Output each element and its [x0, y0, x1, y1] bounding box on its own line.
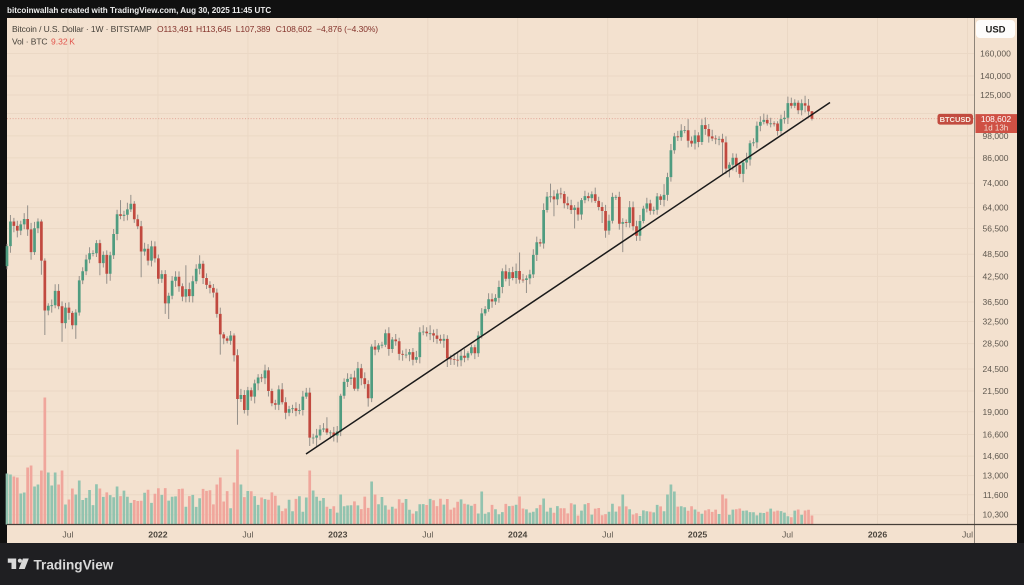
svg-text:13,000: 13,000 — [983, 471, 1009, 481]
svg-text:Bitcoin / U.S. Dollar · 1W · B: Bitcoin / U.S. Dollar · 1W · BITSTAMP — [12, 24, 152, 34]
svg-text:Jul: Jul — [242, 530, 253, 540]
svg-text:24,500: 24,500 — [983, 364, 1009, 374]
svg-text:TradingView: TradingView — [34, 558, 114, 573]
svg-text:11,600: 11,600 — [983, 490, 1009, 500]
svg-text:28,500: 28,500 — [983, 339, 1009, 349]
svg-text:H113,645: H113,645 — [196, 24, 232, 34]
svg-text:BTCUSD: BTCUSD — [940, 115, 972, 124]
svg-text:2025: 2025 — [688, 530, 707, 540]
svg-text:86,000: 86,000 — [983, 153, 1009, 163]
svg-text:36,500: 36,500 — [983, 297, 1009, 307]
svg-text:1d 13h: 1d 13h — [984, 123, 1008, 132]
svg-text:42,500: 42,500 — [983, 271, 1009, 281]
svg-text:125,000: 125,000 — [980, 90, 1011, 100]
svg-text:Jul: Jul — [602, 530, 613, 540]
svg-text:98,000: 98,000 — [983, 131, 1009, 141]
svg-text:Jul: Jul — [962, 530, 973, 540]
svg-text:21,500: 21,500 — [983, 386, 1009, 396]
svg-text:74,000: 74,000 — [983, 178, 1009, 188]
svg-text:160,000: 160,000 — [980, 49, 1011, 59]
svg-text:L107,389: L107,389 — [236, 24, 271, 34]
svg-text:Vol · BTC: Vol · BTC — [12, 37, 47, 47]
svg-text:2023: 2023 — [328, 530, 347, 540]
svg-text:Jul: Jul — [422, 530, 433, 540]
svg-text:140,000: 140,000 — [980, 71, 1011, 81]
svg-text:56,500: 56,500 — [983, 224, 1009, 234]
svg-text:48,500: 48,500 — [983, 249, 1009, 259]
svg-text:2026: 2026 — [868, 530, 887, 540]
svg-text:2024: 2024 — [508, 530, 527, 540]
svg-text:Jul: Jul — [62, 530, 73, 540]
svg-text:10,300: 10,300 — [983, 510, 1009, 520]
svg-text:Jul: Jul — [782, 530, 793, 540]
svg-text:−4,876 (−4.30%): −4,876 (−4.30%) — [316, 24, 378, 34]
svg-text:14,600: 14,600 — [983, 451, 1009, 461]
svg-text:9.32 K: 9.32 K — [51, 37, 75, 47]
svg-text:108,602: 108,602 — [981, 114, 1012, 124]
svg-text:O113,491: O113,491 — [157, 24, 193, 34]
svg-text:2022: 2022 — [148, 530, 167, 540]
svg-text:32,500: 32,500 — [983, 317, 1009, 327]
svg-text:C108,602: C108,602 — [276, 24, 312, 34]
svg-text:19,000: 19,000 — [983, 407, 1009, 417]
svg-text:USD: USD — [985, 25, 1005, 36]
svg-text:64,000: 64,000 — [983, 203, 1009, 213]
svg-text:bitcoinwallah created with Tra: bitcoinwallah created with TradingView.c… — [7, 6, 271, 15]
svg-text:16,600: 16,600 — [983, 430, 1009, 440]
